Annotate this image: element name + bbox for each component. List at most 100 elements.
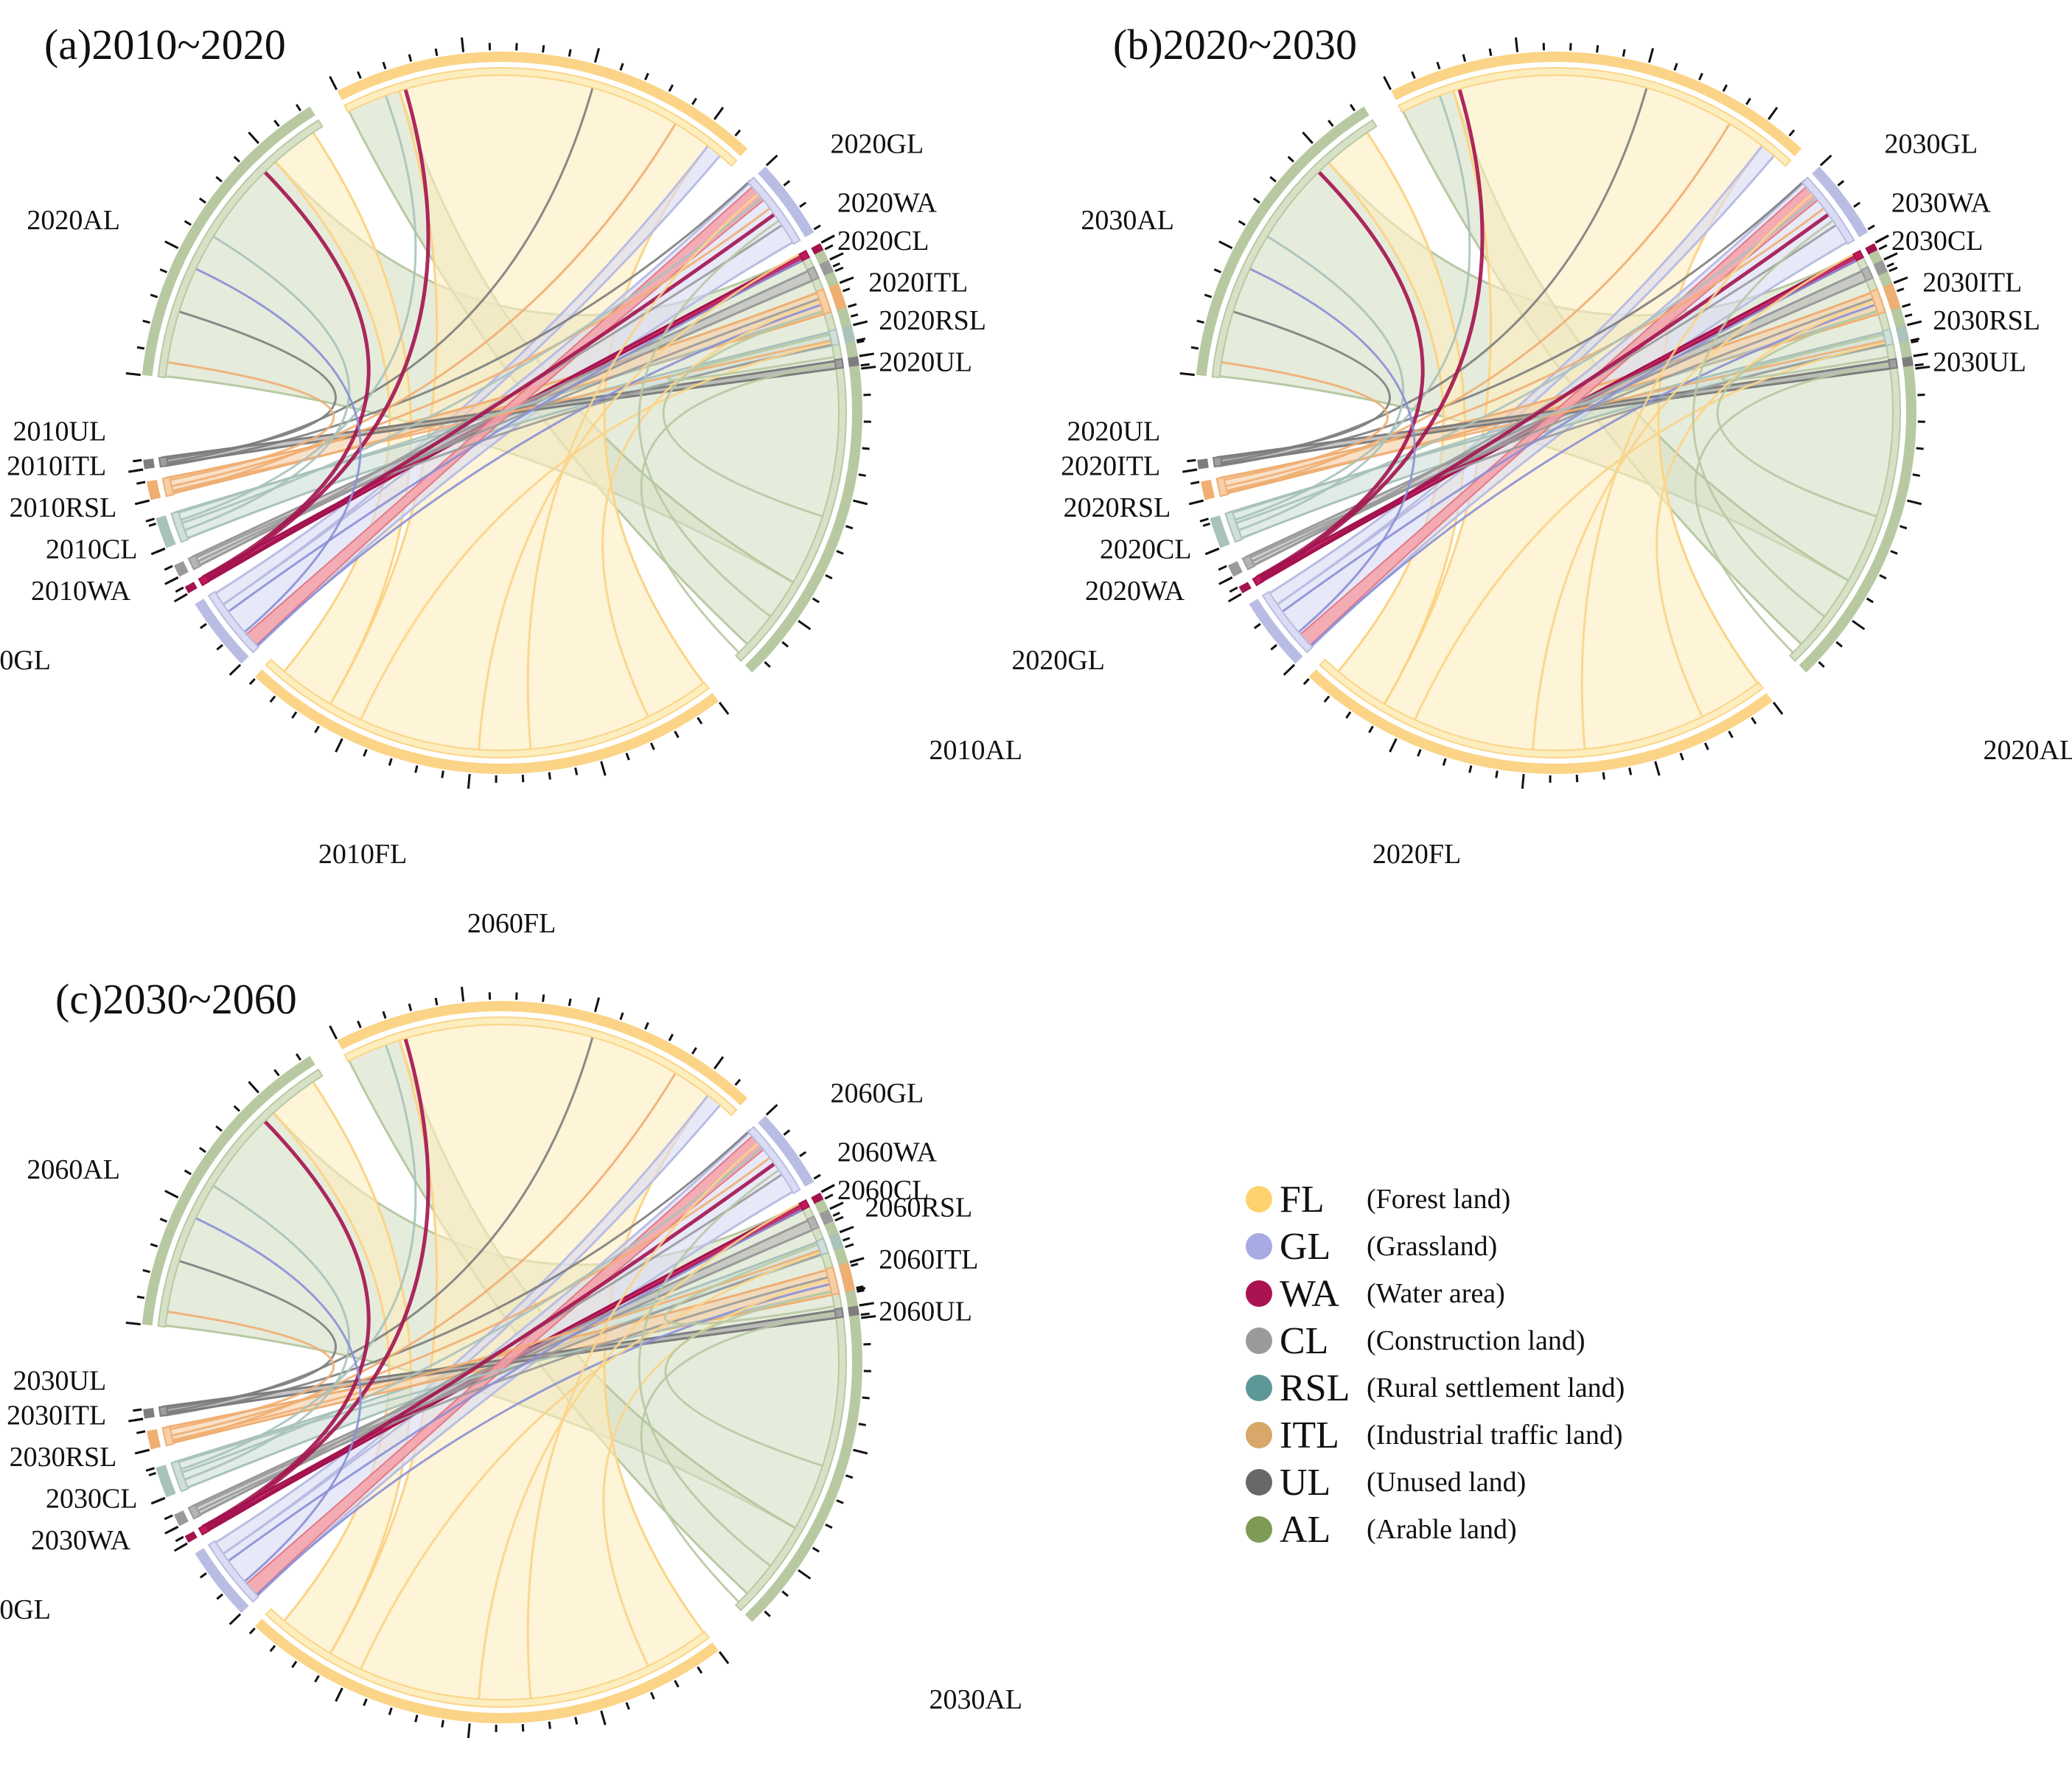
arc-inner-from-itl: [1215, 476, 1229, 498]
tick-mark: [842, 287, 851, 293]
tick-mark: [248, 1081, 259, 1094]
tick-mark: [164, 240, 179, 249]
tick-mark: [1647, 48, 1654, 63]
tick-mark: [1252, 197, 1260, 204]
tick-mark: [1853, 201, 1861, 208]
legend-ul-code: UL: [1280, 1461, 1331, 1504]
tick-mark: [1703, 742, 1709, 750]
tick-mark: [858, 1423, 866, 1426]
tick-mark: [853, 321, 866, 342]
legend-al-name: (Arable land): [1367, 1514, 1517, 1545]
arc-from-cl: [173, 561, 189, 577]
tick-mark: [1912, 473, 1920, 477]
tick-mark: [357, 1020, 362, 1029]
arc-to-wa: [1865, 243, 1878, 255]
tick-mark: [142, 319, 150, 324]
flow-line-rsl-to-fl: [178, 1041, 417, 1472]
tick-mark: [441, 770, 444, 778]
arc-inner-to-itl: [1869, 287, 1886, 315]
tick-mark: [1199, 517, 1220, 554]
flow-line-wa-to-al: [202, 1117, 371, 1529]
tick-mark: [460, 37, 465, 52]
tick-mark: [159, 268, 168, 273]
tick-mark: [832, 262, 840, 268]
flow-line-wa-to-gl: [204, 211, 778, 584]
tick-mark: [1383, 76, 1392, 91]
tick-mark: [1728, 730, 1734, 739]
legend-gl-code: GL: [1280, 1225, 1331, 1268]
tick-mark: [548, 1721, 551, 1729]
tick-mark: [765, 154, 778, 167]
tick-mark: [291, 1661, 298, 1669]
flow-line-itl-to-fl: [170, 120, 678, 495]
tick-mark: [858, 473, 866, 477]
tick-mark: [798, 1569, 812, 1580]
tick-mark: [849, 1258, 866, 1291]
tick-mark: [812, 597, 820, 604]
legend-item-fl: FL (Forest land): [1246, 1176, 1909, 1223]
tick-mark: [783, 1129, 791, 1136]
tick-mark: [150, 1243, 158, 1248]
flow-line-fl-to-rsl: [1412, 341, 1889, 723]
arc-to-gl: [758, 166, 815, 237]
segment-label: 2060AL: [27, 1154, 120, 1185]
tick-mark: [388, 1707, 393, 1715]
tick-mark: [434, 48, 439, 57]
segment-label: 2010RSL: [10, 492, 117, 523]
flow-line-al-to-ul: [1694, 362, 1893, 656]
tick-mark: [1896, 287, 1905, 293]
tick-mark: [764, 1610, 771, 1618]
flow-line-gl-to-itl: [254, 1282, 833, 1598]
segment-label: 2020RSL: [1064, 492, 1171, 523]
tick-mark: [1622, 49, 1626, 57]
tick-mark: [145, 1467, 166, 1503]
segment-label: 2030CL: [1891, 226, 1984, 257]
tick-mark: [1345, 711, 1352, 719]
arc-inner-to-cl: [1860, 265, 1874, 282]
arc-inner-to-fl: [1398, 67, 1792, 167]
flow-line-ul-to-gl: [164, 1128, 751, 1417]
tick-mark: [441, 1720, 444, 1728]
tick-mark: [799, 1151, 807, 1157]
arc-from-itl: [147, 479, 161, 500]
tick-mark: [1907, 321, 1920, 342]
arc-inner-to-rsl: [1882, 328, 1894, 346]
tick-mark: [1916, 447, 1924, 450]
segment-label: 2020GL: [831, 129, 924, 160]
arc-inner-to-al: [1211, 119, 1378, 379]
tick-mark: [363, 749, 368, 757]
segment-label: 2010WA: [31, 576, 131, 607]
tick-mark: [574, 767, 579, 775]
tick-mark: [229, 1613, 242, 1625]
tick-mark: [414, 1714, 419, 1723]
tick-mark: [649, 742, 655, 750]
segment-label: 2060FL: [467, 908, 556, 939]
tick-mark: [314, 725, 320, 733]
tick-mark: [1886, 262, 1894, 268]
tick-mark: [1915, 366, 1930, 370]
arc-from-wa: [1238, 582, 1252, 593]
legend-fl-code: FL: [1280, 1178, 1325, 1221]
tick-mark: [329, 1025, 338, 1040]
flow-line-fl-to-gl: [526, 1140, 761, 1702]
tick-mark: [697, 1666, 703, 1674]
arc-from-wa: [184, 1531, 198, 1543]
tick-mark: [1628, 767, 1633, 775]
arc-from-ul: [1197, 458, 1209, 470]
arc-inner-to-gl: [1801, 176, 1855, 245]
tick-mark: [1202, 522, 1211, 527]
arc-to-cl: [819, 1209, 834, 1226]
tick-mark: [467, 773, 471, 789]
arc-inner-from-al: [1788, 249, 1901, 663]
legend-item-wa: WA (Water area): [1246, 1270, 1909, 1317]
segment-label: 2010AL: [929, 735, 1022, 766]
tick-mark: [542, 994, 545, 1002]
tick-mark: [1218, 565, 1233, 583]
tick-mark: [825, 1523, 833, 1529]
tick-mark: [248, 1627, 256, 1635]
tick-mark: [1698, 72, 1703, 81]
legend: FL (Forest land) GL (Grassland) WA (Wate…: [1246, 1176, 1909, 1553]
flow-line-itl-to-rsl: [170, 338, 834, 493]
tick-mark: [781, 1590, 789, 1597]
tick-mark: [1179, 371, 1195, 377]
